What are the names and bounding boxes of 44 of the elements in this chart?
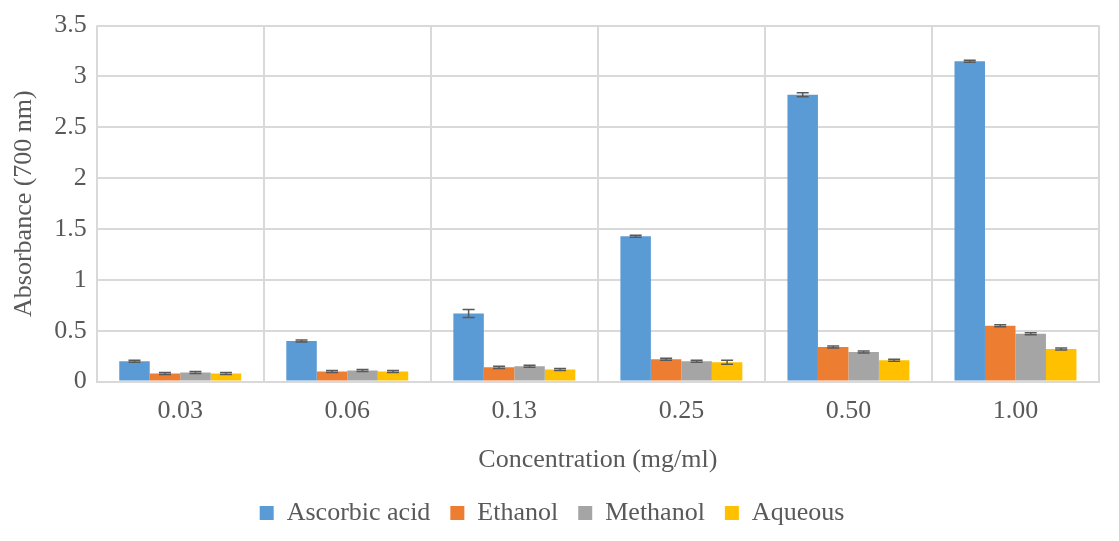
bar bbox=[347, 370, 378, 381]
bar bbox=[453, 313, 484, 381]
y-tick-label: 1.5 bbox=[54, 212, 87, 242]
bar bbox=[514, 366, 545, 381]
y-tick-label: 1 bbox=[73, 263, 87, 293]
x-tick-label: 0.25 bbox=[658, 395, 705, 425]
bar bbox=[817, 347, 849, 381]
bar bbox=[878, 360, 910, 381]
y-tick-label: 0 bbox=[73, 365, 87, 395]
bar bbox=[620, 236, 651, 381]
bar bbox=[316, 371, 348, 381]
y-tick-label: 2.5 bbox=[54, 111, 87, 141]
x-tick-label: 0.03 bbox=[157, 395, 203, 425]
legend-label: Aqueous bbox=[751, 496, 845, 526]
bar bbox=[984, 325, 1016, 381]
bar bbox=[711, 362, 743, 381]
bar bbox=[681, 361, 712, 381]
legend-label: Ethanol bbox=[477, 496, 559, 526]
y-axis-title: Absorbance (700 nm) bbox=[8, 90, 38, 317]
bar bbox=[210, 373, 242, 381]
bar bbox=[180, 372, 211, 381]
bar bbox=[544, 369, 576, 381]
bar bbox=[848, 352, 879, 381]
bar bbox=[1045, 349, 1077, 381]
y-tick-label: 3 bbox=[73, 60, 87, 90]
bar bbox=[954, 61, 985, 381]
x-axis-title: Concentration (mg/ml) bbox=[478, 444, 718, 474]
x-tick-label: 0.06 bbox=[324, 395, 371, 425]
y-tick-label: 3.5 bbox=[54, 9, 87, 39]
x-tick-label: 1.00 bbox=[992, 395, 1039, 425]
legend-label: Ascorbic acid bbox=[286, 496, 431, 526]
bar bbox=[149, 373, 181, 381]
bar bbox=[119, 361, 150, 381]
y-tick-label: 0.5 bbox=[54, 314, 87, 344]
x-tick-label: 0.13 bbox=[491, 395, 538, 425]
bar bbox=[286, 340, 317, 381]
bar bbox=[1015, 333, 1046, 381]
bar bbox=[650, 359, 682, 381]
y-tick-label: 2 bbox=[73, 162, 87, 191]
bar bbox=[377, 371, 409, 381]
x-tick-label: 0.50 bbox=[825, 395, 872, 425]
bar bbox=[483, 367, 515, 381]
legend-label: Methanol bbox=[605, 496, 705, 526]
bar bbox=[787, 94, 818, 381]
